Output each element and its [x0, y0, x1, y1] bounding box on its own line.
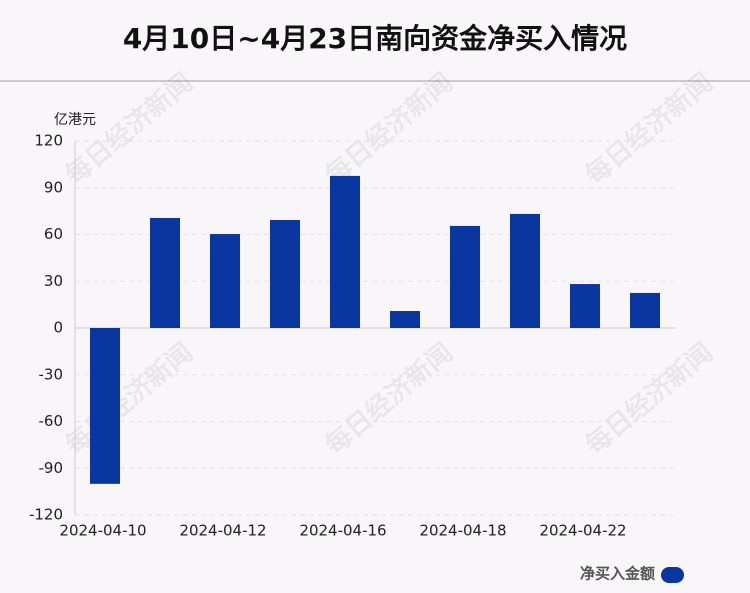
bar: [150, 217, 180, 328]
y-tick-label: -90: [39, 459, 64, 477]
y-tick-label: -120: [29, 506, 63, 524]
bar: [450, 225, 480, 328]
watermark: 每日经济新闻: [319, 67, 458, 191]
legend-label: 净买入金额: [580, 565, 655, 583]
bar: [510, 213, 540, 328]
x-tick-label: 2024-04-10: [59, 522, 146, 540]
x-tick-label: 2024-04-22: [539, 522, 626, 540]
watermark: 每日经济新闻: [579, 67, 718, 191]
watermark: 每日经济新闻: [579, 337, 718, 461]
watermark: 每日经济新闻: [59, 67, 198, 191]
y-tick-label: -60: [39, 412, 64, 430]
y-tick-label: 0: [53, 319, 63, 337]
bar: [90, 328, 120, 484]
watermark: 每日经济新闻: [319, 337, 458, 461]
watermark: 每日经济新闻: [59, 337, 198, 461]
y-tick-label: -30: [39, 365, 64, 383]
chart-title: 4月10日~4月23日南向资金净买入情况: [123, 22, 627, 55]
bar: [330, 175, 360, 328]
y-tick-label: 60: [44, 225, 63, 243]
bar: [630, 292, 660, 328]
x-tick-label: 2024-04-16: [299, 522, 386, 540]
y-tick-label: 30: [44, 272, 63, 290]
x-tick-label: 2024-04-12: [179, 522, 266, 540]
y-axis-label: 亿港元: [54, 112, 96, 128]
bar: [270, 220, 300, 328]
bar: [210, 234, 240, 328]
bar: [390, 311, 420, 328]
bar: [570, 284, 600, 328]
y-tick-label: 90: [44, 178, 63, 196]
legend-swatch: [661, 567, 684, 583]
x-tick-label: 2024-04-18: [419, 522, 506, 540]
y-tick-label: 120: [34, 132, 63, 150]
